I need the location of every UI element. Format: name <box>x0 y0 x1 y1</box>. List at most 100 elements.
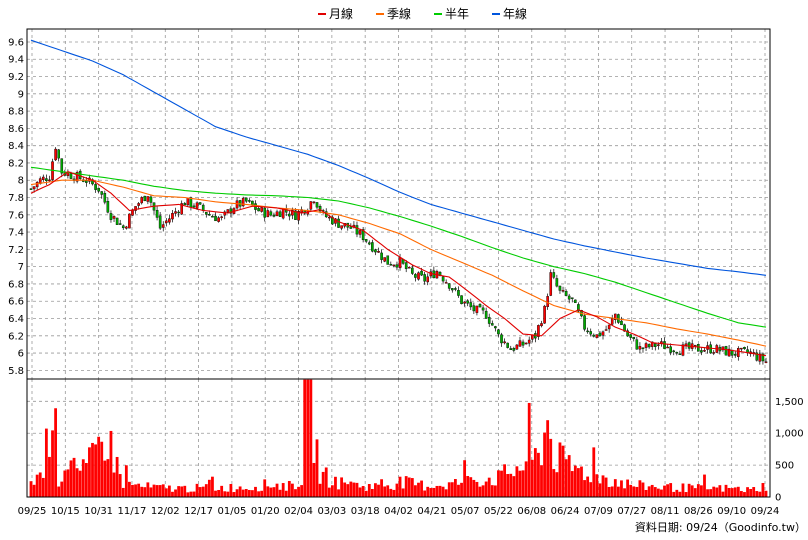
candle-body-77 <box>266 210 270 218</box>
candle-body-67 <box>235 200 239 209</box>
volume-bar-176 <box>570 471 574 497</box>
volume-bar-88 <box>300 485 304 497</box>
volume-bar-162 <box>527 402 531 497</box>
candle-body-200 <box>644 343 648 348</box>
candle-body-16 <box>78 170 82 179</box>
candle-body-229 <box>733 353 737 356</box>
candle-body-221 <box>709 344 712 354</box>
candle-body-217 <box>697 344 700 352</box>
candle-body-62 <box>220 216 223 218</box>
candle-body-79 <box>272 214 276 217</box>
candle-body-53 <box>192 205 196 208</box>
candle-body-60 <box>214 215 217 222</box>
candle-body-33 <box>131 210 134 216</box>
candle-body-119 <box>395 264 399 268</box>
volume-bar-170 <box>552 469 556 497</box>
volume-bar-120 <box>398 476 402 497</box>
candle-body-145 <box>475 305 479 313</box>
volume-bar-163 <box>530 459 534 497</box>
volume-bar-159 <box>518 470 522 497</box>
volume-bar-203 <box>653 487 657 497</box>
candle-body-26 <box>109 213 113 220</box>
volume-bar-179 <box>580 466 583 497</box>
volume-bar-80 <box>275 483 279 497</box>
moving-average-ma-half <box>30 166 767 328</box>
volume-bar-145 <box>475 481 479 497</box>
volume-bar-216 <box>693 488 697 497</box>
volume-bar-236 <box>755 491 759 497</box>
volume-bar-16 <box>78 470 82 497</box>
volume-bar-224 <box>718 485 722 497</box>
candle-body-97 <box>328 216 331 219</box>
volume-bar-36 <box>140 486 144 497</box>
candle-body-169 <box>549 272 553 296</box>
candle-body-182 <box>589 331 593 335</box>
candle-body-135 <box>444 282 448 284</box>
candle-body-116 <box>386 255 390 265</box>
volume-bar-54 <box>195 483 199 497</box>
candle-body-20 <box>91 179 94 185</box>
candle-body-91 <box>309 201 313 210</box>
volume-bar-220 <box>706 489 709 497</box>
volume-bar-238 <box>761 483 765 497</box>
volume-bar-56 <box>201 486 205 497</box>
volume-bar-141 <box>463 460 467 497</box>
volume-bar-25 <box>106 459 110 497</box>
candle-body-127 <box>420 270 423 276</box>
volume-bar-118 <box>392 489 396 497</box>
candle-body-153 <box>500 334 503 344</box>
volume-bar-24 <box>103 460 107 497</box>
volume-bar-217 <box>696 484 700 497</box>
volume-bar-26 <box>109 430 113 497</box>
volume-bar-39 <box>149 487 153 497</box>
candle-body-124 <box>411 267 414 274</box>
volume-bar-96 <box>324 467 328 497</box>
volume-bar-83 <box>284 490 288 497</box>
candle-body-110 <box>367 242 371 245</box>
volume-bar-58 <box>207 479 211 497</box>
volume-bar-85 <box>291 483 294 497</box>
volume-bar-113 <box>377 484 380 497</box>
candle-body-178 <box>577 304 580 312</box>
candle-body-86 <box>294 210 297 220</box>
volume-bar-231 <box>739 491 743 497</box>
candle-body-187 <box>604 329 608 331</box>
candle-body-175 <box>567 295 571 300</box>
price-tick-7: 8.2 <box>8 158 24 169</box>
candle-body-111 <box>371 242 374 252</box>
candle-body-126 <box>417 272 420 280</box>
volume-bar-28 <box>115 456 119 497</box>
volume-bar-150 <box>490 485 494 497</box>
volume-bar-57 <box>204 484 208 497</box>
candle-body-199 <box>641 347 645 349</box>
volume-bar-223 <box>715 487 719 497</box>
volume-bar-27 <box>112 472 116 497</box>
moving-average-ma-season <box>30 179 767 347</box>
volume-bar-7 <box>51 430 54 497</box>
candle-body-218 <box>700 350 703 353</box>
volume-bar-70 <box>244 489 248 497</box>
candle-body-76 <box>263 207 267 218</box>
candle-body-219 <box>703 350 706 352</box>
volume-bar-182 <box>589 482 593 497</box>
candle-body-239 <box>764 361 768 363</box>
candle-body-206 <box>663 341 666 349</box>
volume-bar-92 <box>312 462 316 497</box>
candle-body-72 <box>251 200 254 206</box>
volume-bar-6 <box>48 456 51 497</box>
volume-bar-234 <box>749 488 753 497</box>
volume-bar-209 <box>672 491 676 497</box>
volume-tick-1: 1,000 <box>775 429 804 440</box>
candle-body-174 <box>564 290 568 296</box>
candle-body-34 <box>134 206 137 211</box>
candle-body-157 <box>512 348 516 351</box>
legend: 月線 季線 半年 年線 <box>318 6 527 21</box>
candle-body-193 <box>623 324 626 332</box>
volume-bar-30 <box>121 487 125 497</box>
candle-body-216 <box>693 344 697 347</box>
candle-body-226 <box>724 346 728 356</box>
price-tick-14: 6.8 <box>8 279 24 290</box>
volume-bar-29 <box>118 474 122 497</box>
candle-body-51 <box>186 197 190 206</box>
